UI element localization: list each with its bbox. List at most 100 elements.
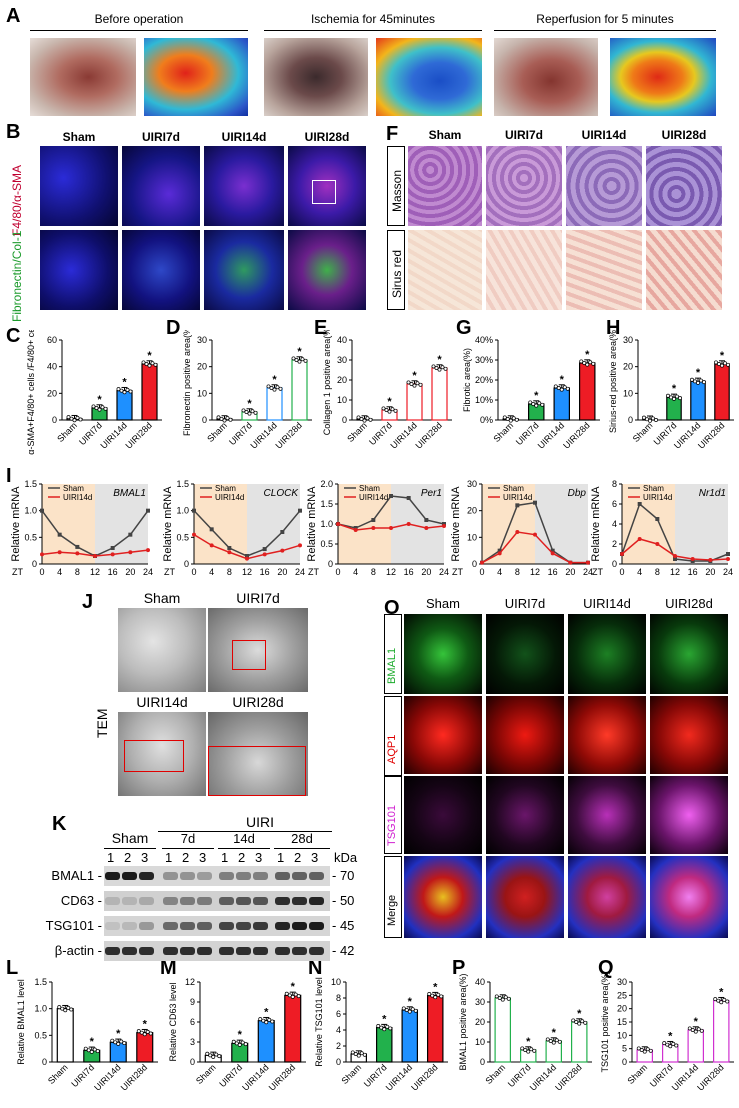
- x-tick-label: 0: [479, 567, 484, 577]
- data-point: [548, 1039, 553, 1043]
- y-tick-label: 0: [32, 559, 37, 569]
- data-point: [379, 1025, 384, 1030]
- o-tsg101-sham: [404, 776, 482, 854]
- data-point: [427, 992, 432, 996]
- significance-star: *: [412, 370, 417, 382]
- y-axis-label: Relative CD63 level: [168, 982, 178, 1061]
- y-axis-label: Relative mRNA: [450, 486, 462, 562]
- series-point: [40, 508, 44, 513]
- data-point: [585, 362, 590, 367]
- data-point: [150, 361, 155, 366]
- significance-star: *: [433, 981, 438, 993]
- y-axis-label: Fibrotic area(%): [462, 348, 472, 412]
- wb-row-bmal1: BMAL1 -: [51, 868, 102, 883]
- data-point: [78, 417, 83, 422]
- data-point: [237, 1042, 242, 1047]
- wb-band: [197, 897, 212, 905]
- dark-phase-shade: [535, 484, 588, 564]
- wb-band: [180, 947, 195, 955]
- data-point: [404, 1008, 409, 1012]
- data-point: [261, 1018, 266, 1023]
- x-tick-label: 0: [619, 567, 624, 577]
- data-point: [636, 1046, 641, 1051]
- data-point: [83, 1046, 88, 1051]
- wb-band: [197, 872, 212, 880]
- data-point: [94, 406, 99, 410]
- y-tick-label: 10: [337, 395, 347, 405]
- y-axis-label: α-SMA+F4/80+ cells /F4/80+ cells(%): [26, 330, 36, 455]
- data-point: [211, 1054, 216, 1059]
- data-point: [440, 365, 445, 370]
- series-point: [655, 517, 660, 521]
- y-tick-label: 20: [337, 375, 347, 385]
- panel-o-header-sham: Sham: [426, 596, 460, 611]
- y-tick-label: 10: [197, 388, 207, 398]
- bar-UIRI14d: [687, 1029, 704, 1063]
- y-tick-label: 0: [190, 1057, 195, 1067]
- data-point: [666, 393, 670, 398]
- photo-ischemia: [264, 38, 368, 116]
- tem-uiri7d: [208, 608, 308, 692]
- x-tick-label: 16: [688, 567, 698, 577]
- x-tick-label: 24: [723, 567, 733, 577]
- data-point: [537, 401, 542, 406]
- o-bmal1-uiri28d: [650, 614, 728, 694]
- data-point: [103, 406, 108, 411]
- chart-p: 0 10 20 30 40 BMAL1 positive area(%) Sham * UIRI…: [458, 973, 592, 1093]
- wb-kda-tsg101: - 45: [332, 918, 355, 933]
- panel-letter-j: J: [82, 591, 94, 613]
- series-point: [245, 554, 249, 558]
- chart-i-clock: 0 0.5 1.0 1.5 0 4 8 12 16 20 24 ZT Relative mRNA Sham…: [162, 479, 305, 577]
- if-uiri28d-top: [288, 146, 366, 226]
- data-point: [690, 377, 694, 382]
- series-point: [298, 508, 302, 513]
- panel-b-label-bottom: Fibronectin/Col-1: [10, 230, 24, 322]
- data-point: [290, 994, 295, 999]
- y-tick-label: 0.5: [176, 532, 189, 542]
- wb-band: [309, 897, 324, 905]
- series-point: [40, 552, 44, 557]
- significance-star: *: [719, 986, 724, 998]
- significance-star: *: [696, 367, 701, 379]
- x-tick-label: 24: [143, 567, 153, 577]
- data-point: [551, 1040, 556, 1045]
- x-tick-label: 4: [209, 567, 214, 577]
- gene-label: Dbp: [568, 488, 587, 499]
- panel-letter-p: P: [452, 957, 466, 979]
- data-point: [514, 417, 519, 422]
- data-point: [674, 1043, 679, 1048]
- series-point: [389, 526, 393, 530]
- y-tick-label: 1.5: [24, 479, 37, 489]
- panel-b-label-top: F4/80/α-SMA: [10, 165, 24, 236]
- data-point: [693, 1029, 698, 1034]
- data-point: [225, 416, 230, 421]
- data-point: [556, 386, 561, 390]
- wb-lane-3: 1: [165, 850, 173, 865]
- category-label: UIRI28d: [123, 420, 153, 450]
- data-point: [583, 1020, 588, 1025]
- category-label: UIRI28d: [267, 1062, 297, 1092]
- data-point: [553, 384, 558, 389]
- data-point: [356, 415, 361, 420]
- panel-a-header-reperfusion: Reperfusion for 5 minutes: [536, 12, 674, 26]
- x-tick-label: 4: [353, 567, 358, 577]
- data-point: [205, 1051, 210, 1056]
- y-tick-label: 10: [623, 388, 633, 398]
- x-tick-label: 8: [227, 567, 232, 577]
- wb-strip-bmal1: [104, 866, 330, 886]
- data-point: [113, 1040, 118, 1045]
- y-tick-label: 40: [47, 362, 57, 372]
- wb-kda-beta-actin: - 42: [332, 943, 355, 958]
- category-label: UIRI28d: [696, 420, 726, 450]
- x-tick-label: 12: [90, 567, 100, 577]
- y-tick-label: 6: [190, 1017, 195, 1027]
- wb-band: [253, 947, 268, 955]
- data-point: [696, 380, 700, 385]
- data-point: [571, 1018, 576, 1023]
- y-tick-label: 1.5: [320, 499, 333, 509]
- o-bmal1-uiri14d: [568, 614, 646, 694]
- wb-kda-bmal1: - 70: [332, 868, 355, 883]
- y-tick-label: 1.0: [320, 519, 333, 529]
- chart-g: 0%10%20%30%40%Fibrotic area(%)Sham*UIRI7…: [462, 335, 600, 451]
